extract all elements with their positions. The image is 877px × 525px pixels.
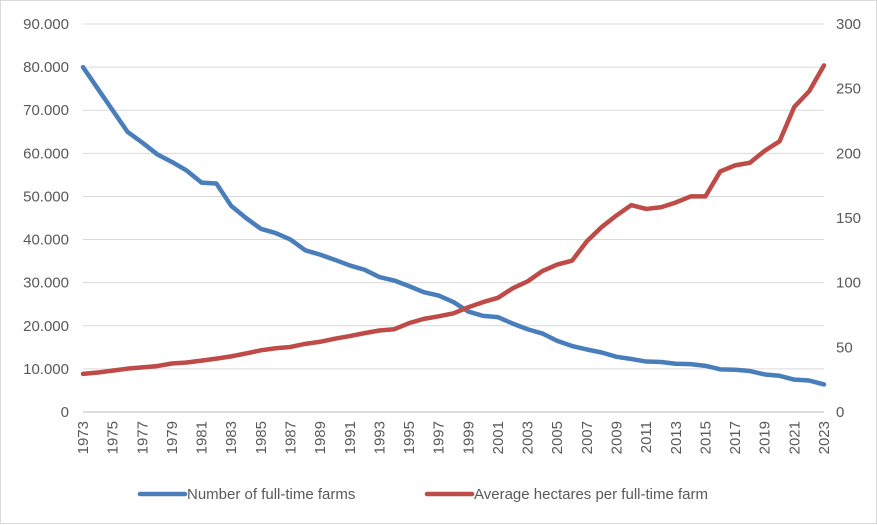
y-right-tick-label: 250: [836, 81, 861, 98]
x-tick-label: 1983: [223, 421, 240, 454]
y-left-tick-label: 50.000: [23, 188, 69, 205]
y-right-tick-label: 200: [836, 145, 861, 162]
y-left-tick-label: 30.000: [23, 275, 69, 292]
y-left-tick-label: 90.000: [23, 16, 69, 33]
x-tick-label: 1999: [460, 421, 477, 454]
x-tick-label: 1973: [75, 421, 92, 454]
right-y-axis: 0 50 100 150 200 250 300: [836, 16, 861, 421]
x-tick-label: 2007: [579, 421, 596, 454]
legend-label: Average hectares per full-time farm: [474, 486, 708, 503]
x-tick-label: 1975: [105, 421, 122, 454]
x-tick-label: 1981: [194, 421, 211, 454]
x-axis: 1973 1975 1977 1979 1981 1983 1985 1987 1989 1991…: [75, 411, 833, 454]
x-tick-label: 1985: [253, 421, 270, 454]
x-tick-label: 1989: [312, 421, 329, 454]
x-tick-label: 2019: [757, 421, 774, 454]
gridlines: [83, 23, 824, 413]
x-tick-label: 1979: [164, 421, 181, 454]
y-left-tick-label: 80.000: [23, 59, 69, 76]
y-left-tick-label: 60.000: [23, 145, 69, 162]
x-tick-label: 1987: [282, 421, 299, 454]
x-tick-label: 2021: [786, 421, 803, 454]
y-left-tick-label: 20.000: [23, 318, 69, 335]
y-right-tick-label: 150: [836, 210, 861, 227]
x-tick-label: 2011: [638, 421, 655, 453]
y-left-tick-label: 0: [61, 404, 69, 421]
x-tick-label: 2013: [668, 421, 685, 454]
legend: Number of full-time farms Average hectare…: [137, 486, 708, 503]
x-tick-label: 1993: [371, 421, 388, 454]
y-left-tick-label: 40.000: [23, 232, 69, 249]
y-right-tick-label: 0: [836, 404, 844, 421]
y-right-tick-label: 100: [836, 275, 861, 292]
x-tick-label: 2017: [727, 421, 744, 454]
x-tick-label: 2005: [549, 421, 566, 454]
x-tick-label: 2003: [520, 421, 537, 454]
x-tick-label: 1997: [431, 421, 448, 454]
x-tick-label: 1995: [401, 421, 418, 454]
y-right-tick-label: 300: [836, 16, 861, 33]
x-tick-label: 2001: [490, 421, 507, 454]
left-y-axis: 0 10.000 20.000 30.000 40.000 50.000 60.000 70.…: [23, 16, 69, 421]
x-tick-label: 2023: [816, 421, 833, 454]
x-tick-label: 2015: [697, 421, 714, 454]
x-tick-label: 1991: [342, 421, 359, 454]
y-left-tick-label: 70.000: [23, 102, 69, 119]
series-lines: [80, 63, 827, 387]
y-left-tick-label: 10.000: [23, 361, 69, 378]
y-right-tick-label: 50: [836, 339, 853, 356]
x-tick-label: 2009: [609, 421, 626, 454]
series-line-1: [80, 64, 827, 387]
legend-label: Number of full-time farms: [187, 486, 355, 503]
series-line-2: [80, 63, 827, 377]
x-tick-label: 1977: [134, 421, 151, 454]
